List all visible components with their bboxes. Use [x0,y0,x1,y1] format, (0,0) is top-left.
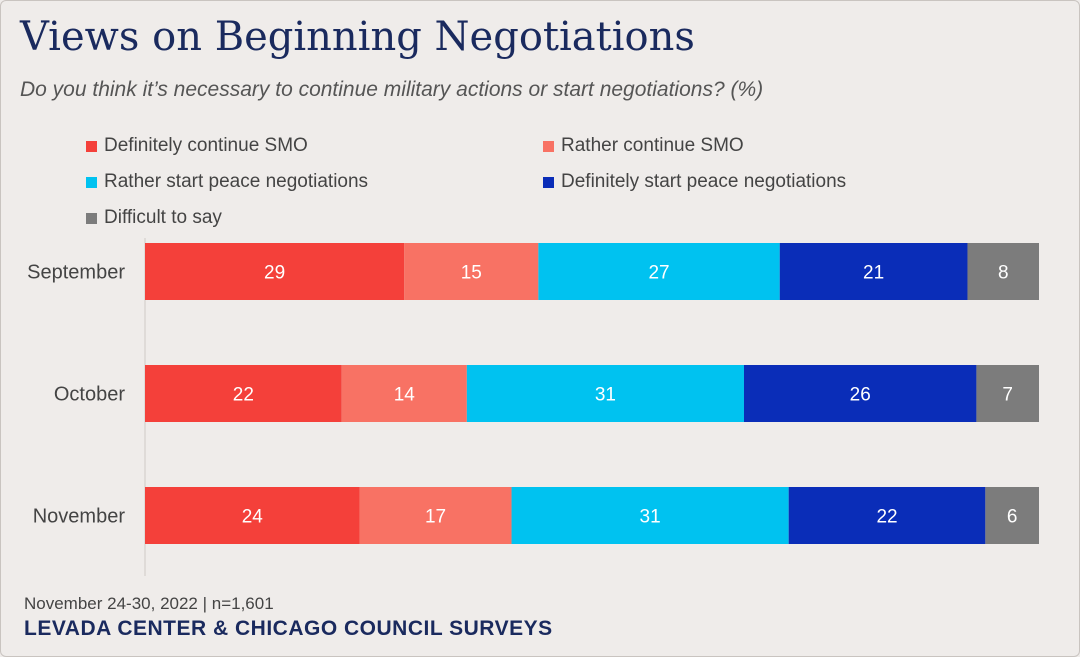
bar-segment [341,365,467,422]
data-label: 22 [233,385,254,406]
bar-segment [145,243,405,300]
legend-swatch [86,140,97,152]
bar-segment [359,487,512,544]
legend-label: Difficult to say [104,207,222,228]
legend-swatch [86,212,97,224]
bar-segment [788,487,986,544]
data-label: 31 [640,507,661,528]
data-label: 26 [850,385,871,406]
bar-segment [511,487,789,544]
legend-item-rather-continue: Rather continue SMO [543,135,744,157]
legend-item-difficult: Difficult to say [86,207,222,229]
legend-item-definitely-continue: Definitely continue SMO [86,135,308,157]
data-label: 17 [425,507,446,528]
bar-segment [743,365,977,422]
bar-segment [404,243,539,300]
category-label: November [33,506,126,528]
bar-segment [976,365,1039,422]
data-label: 8 [998,263,1009,284]
legend-label: Rather start peace negotiations [104,171,369,192]
bar-segment [779,243,968,300]
survey-note: November 24-30, 2022 | n=1,601 [24,594,274,613]
data-label: 15 [461,263,482,284]
data-label: 6 [1007,507,1018,528]
data-label: 24 [242,507,264,528]
legend-label: Definitely start peace negotiations [561,171,847,192]
data-label: 27 [648,263,669,284]
legend-swatch [543,140,554,152]
legend-item-definitely-start: Definitely start peace negotiations [543,171,846,193]
bar-segment [466,365,744,422]
legend-label: Definitely continue SMO [104,135,308,156]
source-credit: LEVADA CENTER & CHICAGO COUNCIL SURVEYS [24,617,553,640]
bar-segment [538,243,780,300]
bar-segment [985,487,1039,544]
legend-label: Rather continue SMO [561,135,744,156]
bar-segment [145,365,342,422]
chart-subtitle: Do you think it’s necessary to continue … [20,78,764,101]
category-label: October [54,384,125,406]
data-label: 14 [394,385,416,406]
category-label: September [27,262,125,284]
legend-swatch [86,176,97,188]
bar-segment [967,243,1039,300]
chart-title: Views on Beginning Negotiations [20,14,695,60]
data-label: 7 [1002,385,1013,406]
legend-swatch [543,176,554,188]
legend-item-rather-start: Rather start peace negotiations [86,171,368,193]
data-label: 21 [863,263,884,284]
data-label: 31 [595,385,616,406]
data-label: 22 [876,507,897,528]
bar-segment [145,487,360,544]
data-label: 29 [264,263,285,284]
